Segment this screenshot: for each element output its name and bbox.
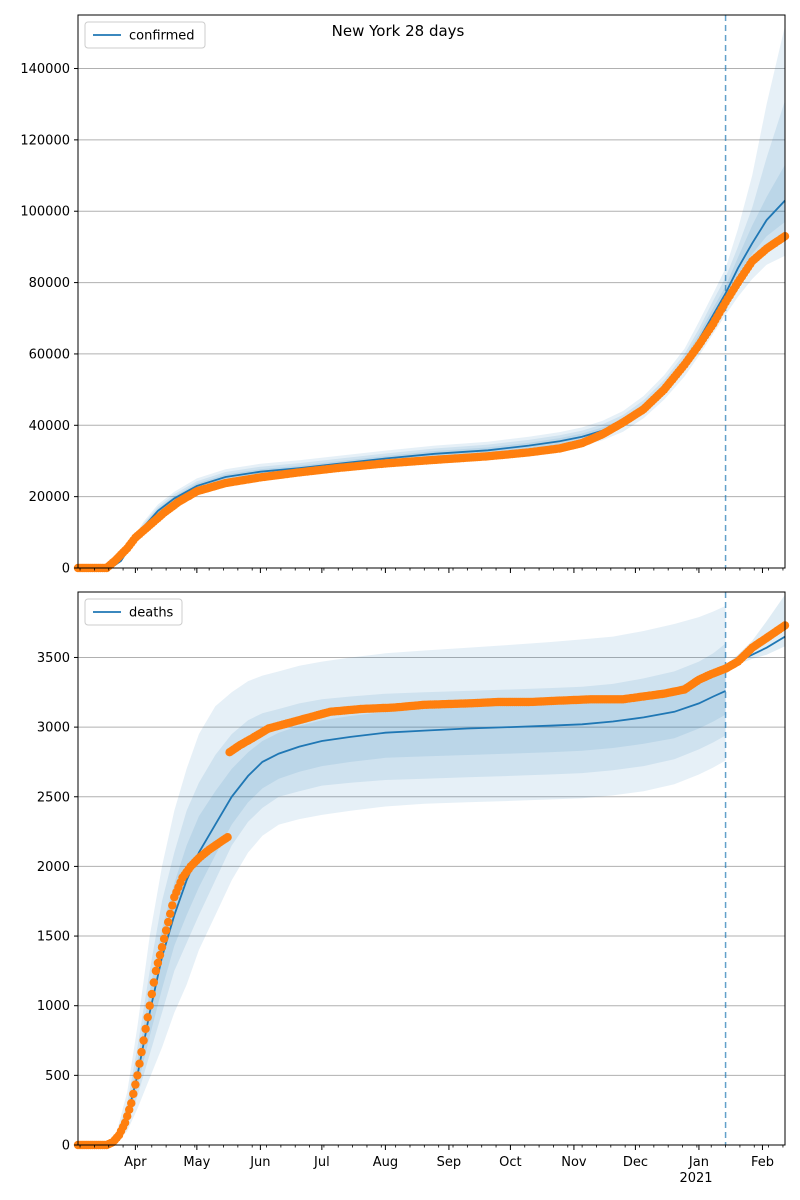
deaths-observed-point	[141, 1024, 150, 1034]
deaths-xtick-label: May	[183, 1155, 210, 1170]
deaths-gridlines	[78, 656, 785, 1076]
deaths-band-3	[78, 664, 726, 1145]
deaths-ytick-label: 2000	[37, 860, 70, 875]
deaths-ytick-label: 2500	[37, 790, 70, 805]
figure-title: New York 28 days	[332, 22, 465, 40]
deaths-ytick-label: 500	[45, 1069, 70, 1084]
deaths-observed-points	[73, 621, 790, 1150]
deaths-observed-point	[166, 909, 175, 918]
deaths-observed-point	[147, 989, 156, 999]
confirmed-ytick-label: 140000	[20, 62, 70, 77]
deaths-observed-point	[120, 1118, 130, 1127]
deaths-observed-point	[125, 1105, 134, 1114]
deaths-panel: 0 500 1000 1500 2000 2500 3000 3500 Apr May Jun Jul…	[37, 591, 790, 1170]
deaths-observed-point	[135, 1059, 144, 1068]
confirmed-ytick-label: 40000	[29, 419, 70, 434]
confirmed-ytick-label: 0	[62, 562, 70, 577]
deaths-observed-point	[143, 1013, 152, 1022]
confirmed-legend-label: confirmed	[129, 29, 195, 44]
confirmed-observed-points	[73, 232, 790, 573]
deaths-xtick-label: Jun	[249, 1155, 270, 1170]
deaths-xtick-label: Jul	[313, 1155, 330, 1170]
confirmed-ytick-label: 60000	[29, 347, 70, 362]
deaths-observed-point	[153, 958, 163, 968]
confirmed-legend: confirmed	[84, 21, 206, 49]
confirmed-ytick-label: 80000	[29, 276, 70, 291]
confirmed-axes: 0 20000 40000 60000 80000 100000 120000 140000	[20, 14, 786, 577]
deaths-observed-point	[127, 1099, 136, 1108]
deaths-observed-point	[157, 943, 167, 952]
deaths-observed-point	[139, 1036, 148, 1045]
deaths-observed-point	[137, 1047, 146, 1057]
deaths-observed-point	[155, 950, 165, 960]
deaths-legend-box	[84, 598, 183, 626]
deaths-legend: deaths	[84, 598, 183, 626]
deaths-observed-point	[223, 833, 232, 842]
deaths-observed-point	[161, 926, 171, 935]
deaths-ytick-label: 3000	[37, 721, 70, 736]
deaths-ytick-label: 0	[62, 1139, 70, 1154]
deaths-xtick-label: Jan	[688, 1155, 709, 1170]
deaths-model-line	[78, 690, 726, 1146]
deaths-xtick-label: Sep	[437, 1155, 462, 1170]
confirmed-panel: 020000400006000080000100000120000140000 …	[20, 14, 790, 577]
deaths-xtick-label: Aug	[373, 1155, 398, 1170]
deaths-forecast-band	[725, 594, 785, 672]
deaths-observed-point	[133, 1071, 142, 1080]
confirmed-ytick-label: 20000	[29, 490, 70, 505]
deaths-xtick-label: Nov	[561, 1155, 587, 1170]
deaths-ytick-label: 3500	[37, 651, 70, 666]
deaths-xtick-label: Feb	[751, 1155, 774, 1170]
deaths-ytick-label: 1000	[37, 999, 70, 1014]
deaths-axes: 0 500 1000 1500 2000 2500 3000 3500 Apr May Jun Jul…	[37, 591, 786, 1170]
deaths-observed-point	[164, 917, 173, 927]
deaths-observed-point	[168, 901, 177, 910]
deaths-xtick-label: Oct	[499, 1155, 521, 1170]
deaths-band-2	[78, 643, 726, 1145]
deaths-legend-label: deaths	[129, 606, 174, 621]
deaths-observed-point	[151, 966, 161, 976]
confirmed-axes-frame	[77, 14, 786, 569]
deaths-observed-point	[145, 1001, 154, 1010]
deaths-axes-frame	[77, 591, 786, 1146]
confirmed-gridlines	[78, 68, 785, 498]
deaths-ytick-label: 1500	[37, 930, 70, 945]
deaths-xtick-label: Dec	[623, 1155, 648, 1170]
year-label: 2021	[679, 1171, 712, 1186]
deaths-observed-point	[159, 934, 169, 943]
confirmed-ytick-label: 120000	[20, 133, 70, 148]
confirmed-ytick-label: 100000	[20, 205, 70, 220]
deaths-observed-point	[129, 1089, 138, 1099]
deaths-observed-point	[131, 1080, 140, 1089]
deaths-observed-point	[149, 978, 158, 987]
deaths-xtick-label: Apr	[124, 1155, 147, 1170]
confirmed-legend-box	[84, 21, 206, 49]
deaths-observed-point	[123, 1112, 132, 1121]
